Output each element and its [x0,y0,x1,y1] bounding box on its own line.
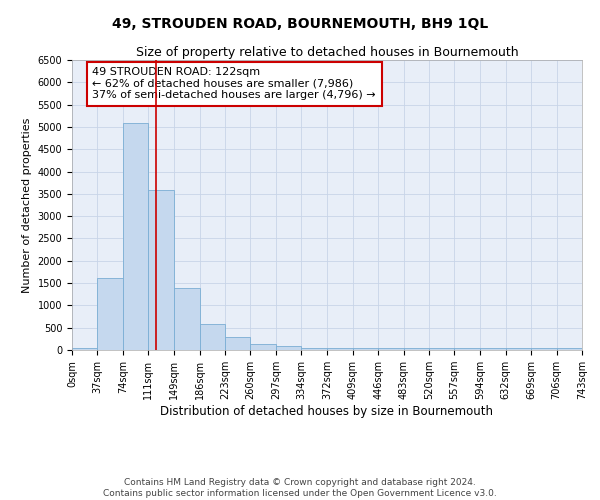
Text: 49 STROUDEN ROAD: 122sqm
← 62% of detached houses are smaller (7,986)
37% of sem: 49 STROUDEN ROAD: 122sqm ← 62% of detach… [92,67,376,100]
Bar [200,324,225,350]
Bar [276,346,301,350]
Bar [378,348,404,350]
Bar [225,337,250,350]
Bar [301,348,328,350]
Title: Size of property relative to detached houses in Bournemouth: Size of property relative to detached ho… [136,46,518,59]
Bar [353,348,378,350]
Text: Contains HM Land Registry data © Crown copyright and database right 2024.
Contai: Contains HM Land Registry data © Crown c… [103,478,497,498]
Bar [404,348,429,350]
X-axis label: Distribution of detached houses by size in Bournemouth: Distribution of detached houses by size … [161,405,493,418]
Bar [123,124,148,350]
Bar [480,348,506,350]
Bar [97,278,123,350]
Y-axis label: Number of detached properties: Number of detached properties [22,118,32,292]
Bar [328,348,353,350]
Bar [531,348,557,350]
Bar [72,348,97,350]
Bar [557,348,582,350]
Bar [250,344,276,350]
Bar [174,288,200,350]
Text: 49, STROUDEN ROAD, BOURNEMOUTH, BH9 1QL: 49, STROUDEN ROAD, BOURNEMOUTH, BH9 1QL [112,18,488,32]
Bar [429,348,454,350]
Bar [148,190,174,350]
Bar [506,348,531,350]
Bar [454,348,480,350]
